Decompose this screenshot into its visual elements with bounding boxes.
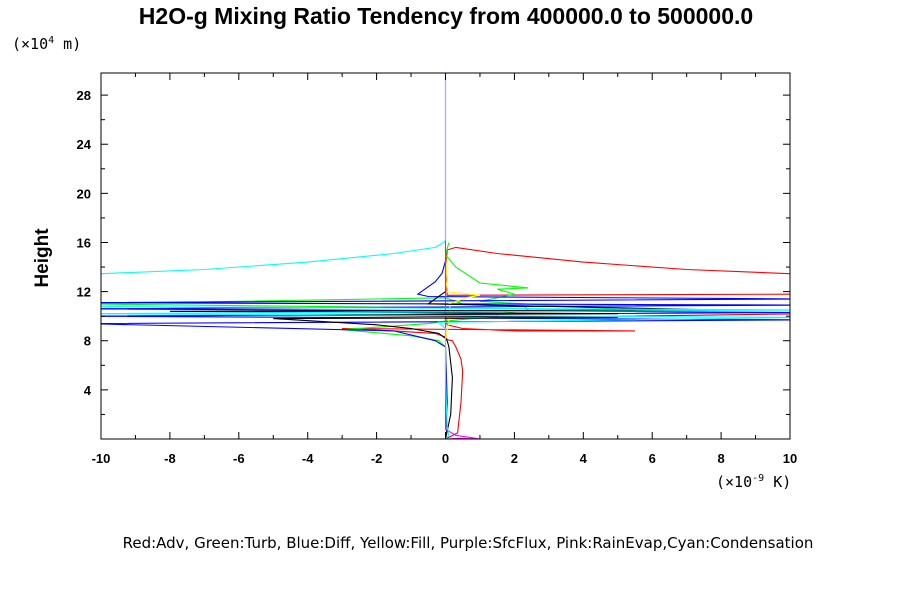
- series-line-sfcflux: [444, 73, 481, 439]
- x-tick-label: 6: [649, 451, 656, 466]
- y-unit-tail: m): [54, 35, 81, 53]
- x-tick-label: -8: [164, 451, 176, 466]
- y-tick-label: 24: [77, 137, 92, 152]
- x-unit-tail: K): [764, 473, 791, 491]
- series-line-fill: [444, 254, 481, 439]
- plot-area: [100, 72, 791, 440]
- x-tick-label: 2: [511, 451, 518, 466]
- x-unit-exp: -9: [752, 473, 764, 484]
- legend-text: Red:Adv, Green:Turb, Blue:Diff, Yellow:F…: [123, 534, 814, 552]
- y-tick-label: 16: [77, 235, 91, 250]
- x-tick-label: -2: [371, 451, 383, 466]
- x-tick-label: 8: [717, 451, 724, 466]
- x-unit-label: (×10-9 K): [716, 473, 791, 491]
- y-tick-label: 28: [77, 88, 91, 103]
- y-unit-label: (×104 m): [12, 35, 81, 53]
- y-unit-exp: 4: [48, 35, 54, 46]
- x-unit-base: (×10: [716, 473, 752, 491]
- series-line-diff: [101, 260, 790, 439]
- series-line-rainevap: [169, 291, 722, 439]
- y-tick-label: 4: [84, 383, 92, 398]
- y-tick-label: 8: [84, 334, 91, 349]
- series-layer: [101, 73, 790, 439]
- y-tick-label: 12: [77, 285, 91, 300]
- x-tick-label: 0: [442, 451, 449, 466]
- y-tick-label: 20: [77, 186, 91, 201]
- series-line-adv: [342, 246, 790, 439]
- x-tick-label: -6: [233, 451, 245, 466]
- y-unit-base: (×10: [12, 35, 48, 53]
- x-tick-label: 10: [783, 451, 797, 466]
- y-axis-label: Height: [32, 228, 53, 288]
- y-axis: 4 8 12 16 20 24 28: [77, 88, 790, 415]
- x-tick-label: -4: [302, 451, 314, 466]
- chart-title: H2O-g Mixing Ratio Tendency from 400000.…: [139, 3, 753, 29]
- x-tick-label: 4: [580, 451, 588, 466]
- x-axis: -10 -8 -6 -4 -2 0 2 4 6 8 10: [92, 73, 797, 466]
- x-tick-label: -10: [92, 451, 111, 466]
- series-line-turb: [101, 242, 636, 439]
- series-line-condensation: [101, 73, 790, 439]
